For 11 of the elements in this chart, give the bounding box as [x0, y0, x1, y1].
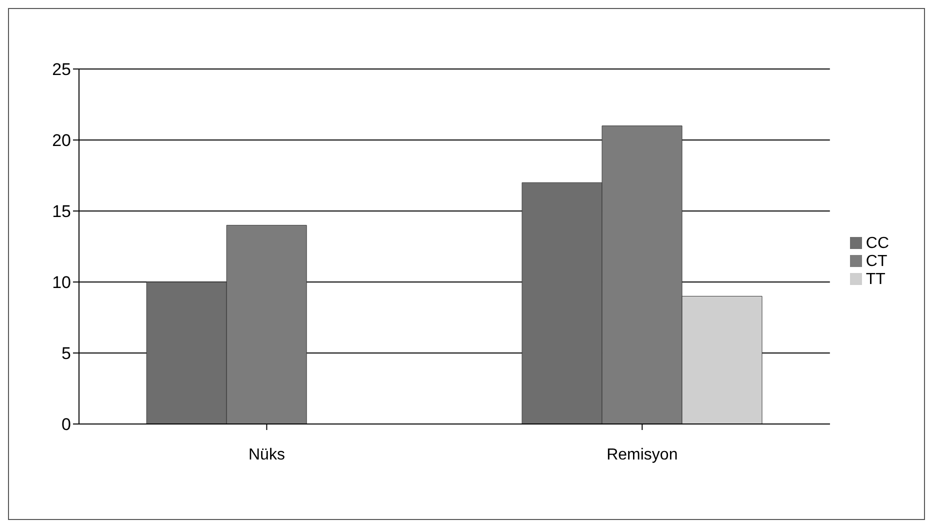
- y-tick-label: 0: [62, 415, 71, 434]
- y-tick-label: 20: [52, 131, 71, 150]
- x-tick-label: Nüks: [248, 446, 285, 464]
- y-tick-label: 25: [52, 60, 71, 80]
- legend-label: CC: [866, 234, 889, 252]
- y-tick-label: 15: [52, 202, 71, 222]
- y-tick-label: 5: [62, 344, 71, 364]
- legend-label: CT: [866, 252, 888, 270]
- y-tick-label: 10: [52, 273, 71, 292]
- legend-label: TT: [866, 270, 886, 288]
- x-tick-label: Remisyon: [606, 446, 678, 464]
